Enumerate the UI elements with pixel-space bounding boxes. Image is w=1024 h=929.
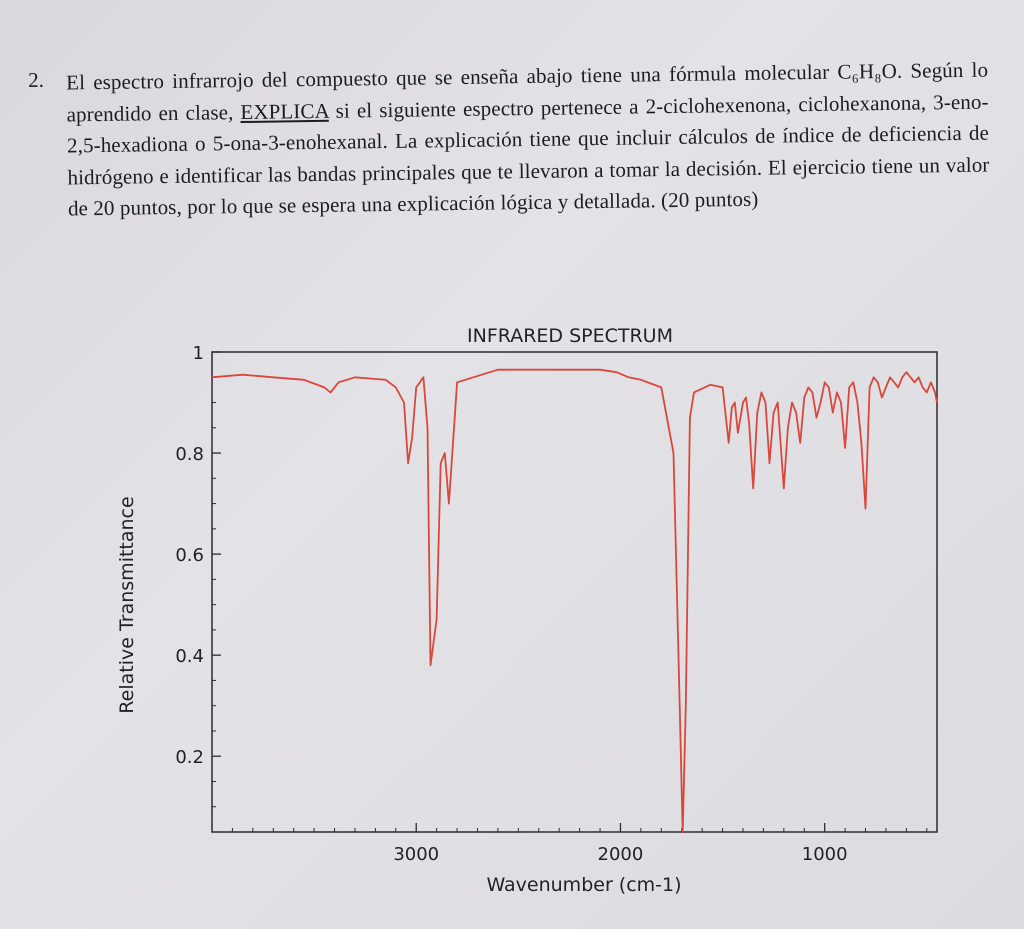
- x-axis-label: Wavenumber (cm-1): [486, 874, 681, 896]
- plot-frame: [211, 351, 938, 833]
- y-tick-label: 0.2: [175, 747, 204, 768]
- question-block: 2. El espectro infrarrojo del compuesto …: [28, 55, 990, 226]
- axis-ticks: [211, 351, 928, 832]
- spectrum-line: [211, 368, 938, 833]
- question-emphasis: EXPLICA: [240, 98, 329, 124]
- ir-spectrum-chart: INFRARED SPECTRUM Relative Transmittance…: [116, 325, 938, 896]
- axis-tick-labels: 1 0.8 0.6 0.4 0.2 3000 2000 1000: [175, 343, 847, 865]
- question-text: El espectro infrarrojo del compuesto que…: [66, 55, 990, 225]
- y-tick-label: 0.4: [175, 646, 204, 667]
- x-tick-label: 1000: [802, 844, 848, 865]
- y-axis-label: Relative Transmittance: [116, 496, 138, 713]
- y-tick-label: 0.8: [175, 444, 204, 465]
- y-tick-label: 0.6: [175, 545, 204, 566]
- question-number: 2.: [28, 67, 45, 92]
- chart-title: INFRARED SPECTRUM: [467, 325, 673, 347]
- x-tick-label: 2000: [598, 844, 644, 865]
- y-tick-label: 1: [193, 343, 204, 364]
- x-tick-label: 3000: [393, 844, 439, 865]
